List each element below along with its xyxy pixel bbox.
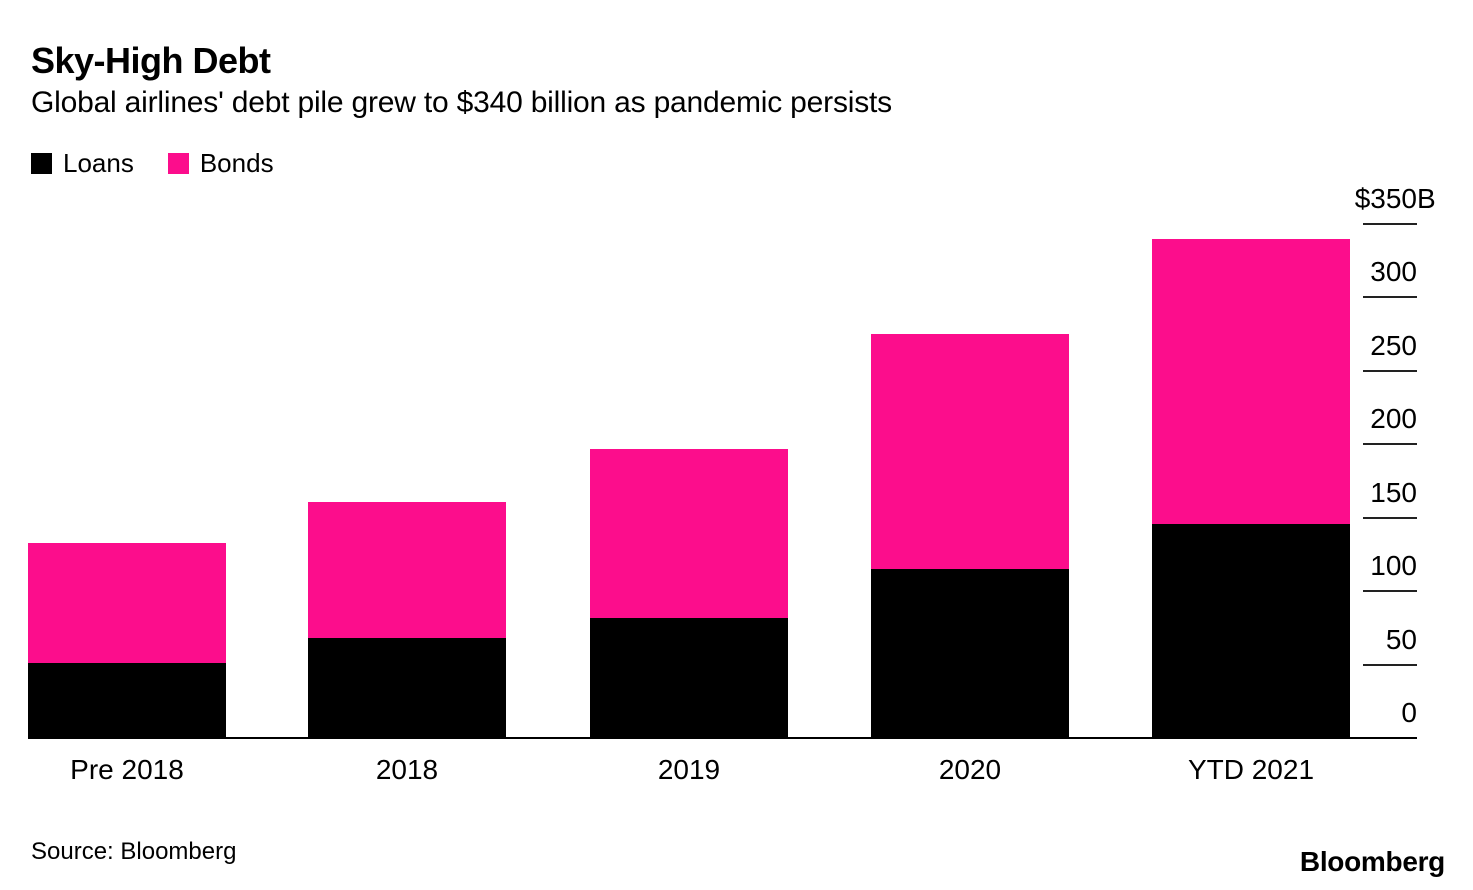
bonds-swatch-icon: [167, 153, 189, 174]
x-axis-label-2019: 2019: [657, 754, 721, 785]
bloomberg-logo: Bloomberg: [1299, 846, 1445, 877]
x-axis-line: [28, 737, 1417, 739]
y-axis-tick-250: [1363, 369, 1417, 372]
bar-2018-bonds-segment: [308, 501, 506, 639]
y-axis-label-350: $350 B: [1354, 183, 1436, 214]
y-axis-tick-200: [1363, 443, 1417, 446]
chart-subtitle: Global airlines' debt pile grew to $340 …: [31, 86, 892, 119]
y-axis-label-150: 150: [1370, 476, 1417, 508]
y-axis-label-300: 300: [1370, 256, 1417, 288]
x-axis-label-2020: 2020: [938, 754, 1002, 785]
y-axis-unit-suffix: B: [1417, 183, 1436, 214]
y-axis-tick-350: [1363, 223, 1417, 225]
y-axis-label-100: 100: [1370, 550, 1417, 582]
y-axis-label-250: 250: [1370, 329, 1417, 361]
y-axis-tick-100: [1363, 590, 1417, 593]
legend-label-bonds: Bonds: [199, 148, 274, 178]
legend: Loans Bonds: [31, 148, 274, 179]
bar-pre-2018-loans-segment: [28, 663, 226, 738]
x-axis-label-ytd-2021: YTD 2021: [1187, 754, 1315, 785]
bar-2018-loans-segment: [308, 638, 506, 738]
bar-ytd-2021-bonds-segment: [1152, 238, 1350, 524]
y-axis-tick-300: [1363, 296, 1417, 299]
bar-2020-bonds-segment: [871, 334, 1069, 570]
chart-title: Sky-High Debt: [31, 40, 271, 81]
legend-item-loans: Loans: [31, 148, 134, 179]
y-axis-label-0: 0: [1401, 697, 1417, 728]
bar-2019-bonds-segment: [590, 448, 788, 618]
loans-swatch-icon: [31, 153, 52, 174]
y-axis-label-200: 200: [1370, 403, 1417, 435]
source-note: Source: Bloomberg: [31, 838, 237, 865]
bar-pre-2018-bonds-segment: [28, 542, 226, 664]
x-axis-label-2018: 2018: [375, 754, 439, 785]
bar-ytd-2021-loans-segment: [1152, 523, 1350, 738]
y-axis-tick-150: [1363, 516, 1417, 519]
y-axis-label-50: 50: [1385, 623, 1417, 655]
bar-2020-loans-segment: [871, 569, 1069, 738]
bar-2019-loans-segment: [590, 617, 788, 738]
x-axis-label-pre-2018: Pre 2018: [70, 754, 184, 785]
y-axis-tick-50: [1363, 663, 1417, 666]
legend-label-loans: Loans: [63, 148, 134, 178]
legend-item-bonds: Bonds: [167, 148, 274, 179]
